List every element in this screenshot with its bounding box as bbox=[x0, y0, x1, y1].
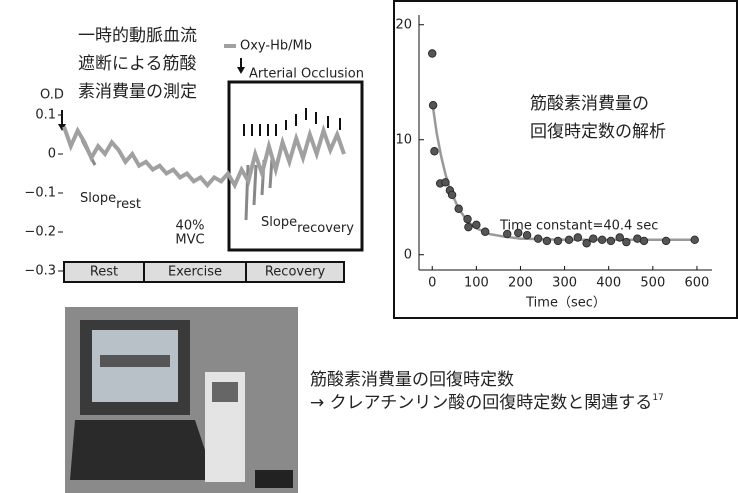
title-line: 一時的動脈血流 bbox=[78, 26, 197, 46]
annotation: Sloperest bbox=[80, 191, 141, 212]
caption-text: → クレアチンリン酸の回復時定数と関連する bbox=[310, 393, 652, 413]
annotation: Arterial Occlusion bbox=[249, 67, 364, 82]
fit-label: Time constant=40.4 sec bbox=[499, 219, 658, 234]
figure: 筋酸素消費量の回復時定数 → クレアチンリン酸の回復時定数と関連する17 一時的… bbox=[0, 0, 738, 493]
data-point bbox=[607, 237, 615, 245]
data-point bbox=[455, 205, 463, 213]
annotation-main: Slope bbox=[80, 191, 116, 206]
annotation-sub: rest bbox=[116, 197, 141, 212]
data-point bbox=[565, 236, 573, 244]
y-tick-label: 0.1 bbox=[35, 108, 56, 123]
data-point bbox=[465, 223, 473, 231]
data-point bbox=[583, 239, 591, 247]
x-tick-label: 100 bbox=[464, 276, 489, 291]
data-point bbox=[523, 231, 531, 239]
annotation-main: Slope bbox=[261, 215, 297, 230]
data-point bbox=[616, 234, 624, 242]
legend-label: Oxy-Hb/Mb bbox=[240, 39, 312, 54]
annotation: 回復時定数の解析 bbox=[530, 122, 666, 142]
y-tick-label: −0.1 bbox=[24, 186, 56, 201]
data-point bbox=[640, 237, 648, 245]
data-point bbox=[623, 238, 631, 246]
data-point bbox=[428, 50, 436, 58]
data-point bbox=[431, 147, 439, 155]
x-tick-label: 500 bbox=[640, 276, 665, 291]
caption: → クレアチンリン酸の回復時定数と関連する17 bbox=[310, 393, 664, 414]
title-line: 素消費量の測定 bbox=[78, 82, 197, 102]
data-point bbox=[481, 228, 489, 236]
data-point bbox=[464, 215, 472, 223]
data-point bbox=[473, 221, 481, 229]
data-point bbox=[429, 101, 437, 109]
x-tick-label: 200 bbox=[508, 276, 533, 291]
x-tick-label: 600 bbox=[685, 276, 710, 291]
reference: 17 bbox=[652, 393, 663, 403]
y-tick-label: −0.3 bbox=[24, 264, 56, 279]
y-tick-label: 0 bbox=[48, 147, 56, 162]
y-axis-label: O.D bbox=[40, 88, 64, 103]
x-tick-label: 300 bbox=[552, 276, 577, 291]
data-point bbox=[514, 229, 522, 237]
annotation: 筋酸素消費量の bbox=[530, 94, 649, 114]
data-point bbox=[442, 179, 450, 187]
data-point bbox=[543, 237, 551, 245]
x-tick-label: 400 bbox=[596, 276, 621, 291]
annotation: 40% bbox=[176, 219, 205, 234]
y-tick-label: 20 bbox=[395, 17, 412, 32]
photo bbox=[65, 307, 298, 493]
y-tick-label: 0 bbox=[404, 247, 412, 262]
phase-label: Exercise bbox=[168, 265, 222, 280]
title-line: 遮断による筋酸 bbox=[78, 54, 197, 74]
phase-label: Recovery bbox=[265, 265, 326, 280]
data-point bbox=[574, 234, 582, 242]
phase-label: Rest bbox=[90, 265, 118, 280]
annotation: MVC bbox=[175, 233, 204, 248]
y-tick-label: 10 bbox=[395, 132, 412, 147]
data-point bbox=[589, 235, 597, 243]
data-point bbox=[554, 237, 562, 245]
data-point bbox=[503, 230, 511, 238]
x-tick-label: 0 bbox=[428, 276, 436, 291]
data-point bbox=[691, 236, 699, 244]
data-point bbox=[598, 236, 606, 244]
slope-arrows bbox=[82, 140, 272, 220]
data-point bbox=[534, 235, 542, 243]
arrow-head bbox=[237, 67, 245, 74]
annotation: Sloperecovery bbox=[261, 215, 354, 236]
data-point bbox=[662, 237, 670, 245]
y-tick-label: −0.2 bbox=[24, 225, 56, 240]
data-line bbox=[64, 127, 344, 186]
data-point bbox=[448, 191, 456, 199]
x-axis-label: Time（sec） bbox=[525, 296, 606, 311]
caption: 筋酸素消費量の回復時定数 bbox=[310, 370, 514, 390]
annotation-sub: recovery bbox=[297, 221, 354, 236]
